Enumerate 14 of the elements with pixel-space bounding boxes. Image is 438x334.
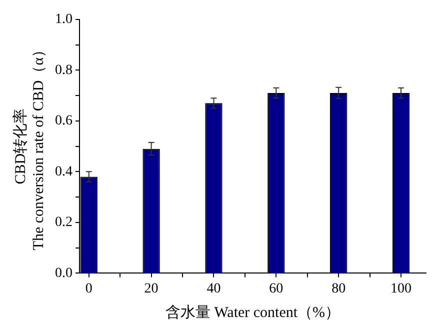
y-axis-title: CBD转化率 The conversion rate of CBD（α） — [12, 42, 47, 250]
x-tick-label: 20 — [144, 281, 158, 296]
y-tick-label: 0.6 — [55, 114, 72, 129]
x-axis-title: 含水量 Water content（%） — [165, 304, 340, 321]
x-tick-label: 100 — [390, 281, 412, 296]
y-tick-label: 0.8 — [55, 62, 72, 78]
x-tick-label: 60 — [269, 281, 284, 296]
x-tick-label: 80 — [332, 281, 346, 296]
y-tick-label: 1.0 — [55, 12, 72, 28]
x-tick-label: 40 — [206, 281, 221, 296]
y-tick-label: 0.0 — [55, 266, 72, 281]
x-tick-label: 0 — [85, 281, 92, 296]
y-tick-label: 0.4 — [55, 164, 72, 180]
y-tick-label: 0.2 — [55, 215, 72, 230]
